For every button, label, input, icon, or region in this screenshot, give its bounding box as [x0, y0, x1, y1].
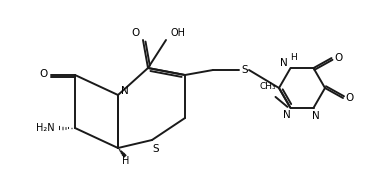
Text: S: S: [242, 65, 248, 75]
Text: O: O: [346, 93, 354, 103]
Text: N: N: [283, 110, 290, 120]
Text: O: O: [40, 69, 48, 79]
Text: N: N: [312, 111, 319, 121]
Text: H: H: [290, 53, 297, 62]
Text: N: N: [280, 58, 287, 68]
Text: O: O: [334, 53, 343, 63]
Text: O: O: [132, 28, 140, 38]
Text: H₂N: H₂N: [36, 123, 54, 133]
Text: OH: OH: [170, 28, 185, 38]
Text: CH₃: CH₃: [259, 82, 276, 91]
Text: N: N: [121, 86, 129, 96]
Text: H: H: [122, 156, 130, 166]
Text: S: S: [153, 144, 159, 154]
